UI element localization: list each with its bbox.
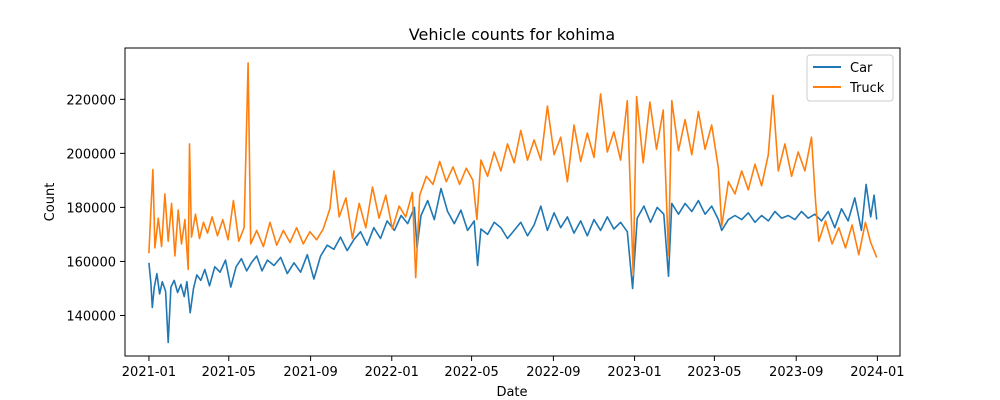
x-axis: 2021-01 2021-05 2021-09 2022-01 2022-05 2022-…: [122, 356, 905, 380]
x-tick-label: 2021-09: [283, 365, 337, 380]
x-tick-label: 2023-09: [769, 365, 823, 380]
series-line-truck: [148, 62, 878, 279]
x-tick-label: 2022-09: [526, 365, 580, 380]
legend-label-truck: Truck: [849, 81, 885, 96]
y-tick-label: 220000: [66, 93, 116, 108]
y-tick-label: 160000: [66, 255, 116, 270]
x-tick-label: 2022-05: [444, 365, 498, 380]
y-tick-label: 200000: [66, 147, 116, 162]
y-axis-label: Count: [43, 183, 58, 222]
x-tick-label: 2021-01: [122, 365, 176, 380]
x-tick-label: 2023-05: [687, 365, 741, 380]
y-axis: 140000 160000 180000 200000 220000: [66, 93, 125, 324]
legend: Car Truck: [806, 54, 894, 102]
x-axis-label: Date: [496, 385, 527, 400]
y-tick-label: 140000: [66, 309, 116, 324]
chart-title: Vehicle counts for kohima: [409, 25, 615, 44]
plot-area: [148, 62, 878, 344]
x-tick-label: 2021-05: [202, 365, 256, 380]
x-tick-label: 2024-01: [850, 365, 904, 380]
y-tick-label: 180000: [66, 201, 116, 216]
legend-label-car: Car: [850, 61, 873, 76]
x-tick-label: 2022-01: [365, 365, 419, 380]
x-tick-label: 2023-01: [607, 365, 661, 380]
plot-frame: [124, 47, 901, 357]
series-line-car: [148, 183, 878, 344]
